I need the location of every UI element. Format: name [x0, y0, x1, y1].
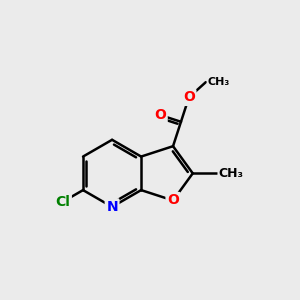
Text: CH₃: CH₃ — [218, 167, 243, 180]
Text: O: O — [154, 108, 166, 122]
Text: O: O — [167, 194, 179, 208]
Text: CH₃: CH₃ — [207, 77, 230, 87]
Text: O: O — [183, 90, 195, 104]
Text: N: N — [106, 200, 118, 214]
Text: Cl: Cl — [56, 195, 70, 209]
